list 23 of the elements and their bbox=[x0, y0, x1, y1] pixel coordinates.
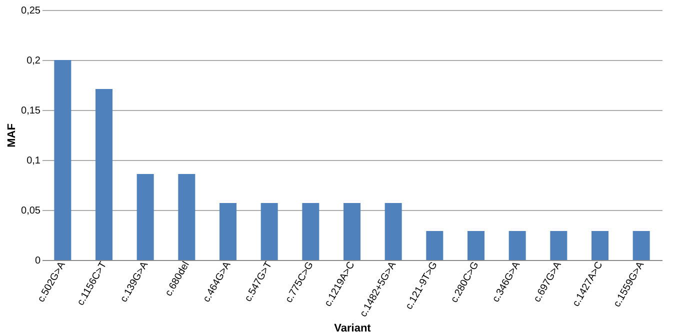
bar bbox=[426, 231, 444, 260]
bar bbox=[592, 231, 608, 260]
y-tick-label: 0 bbox=[34, 256, 41, 266]
y-tick-label: 0,25 bbox=[21, 6, 41, 16]
bar bbox=[550, 231, 568, 260]
bar bbox=[384, 203, 402, 260]
bar bbox=[220, 203, 236, 260]
bar bbox=[54, 60, 72, 260]
y-tick-label: 0,2 bbox=[26, 56, 41, 66]
bar bbox=[96, 89, 112, 260]
bar bbox=[136, 174, 154, 260]
y-tick-label: 0,1 bbox=[26, 156, 41, 166]
y-tick-label: 0,05 bbox=[21, 206, 41, 216]
bar bbox=[260, 203, 278, 260]
x-axis-title: Variant bbox=[334, 322, 372, 334]
y-axis-title: MAF bbox=[6, 123, 18, 148]
bar bbox=[632, 231, 650, 260]
bar bbox=[344, 203, 360, 260]
bar bbox=[302, 203, 320, 260]
y-tick-label: 0,15 bbox=[21, 106, 41, 116]
bar bbox=[178, 174, 196, 260]
bar bbox=[468, 231, 484, 260]
bar bbox=[508, 231, 526, 260]
